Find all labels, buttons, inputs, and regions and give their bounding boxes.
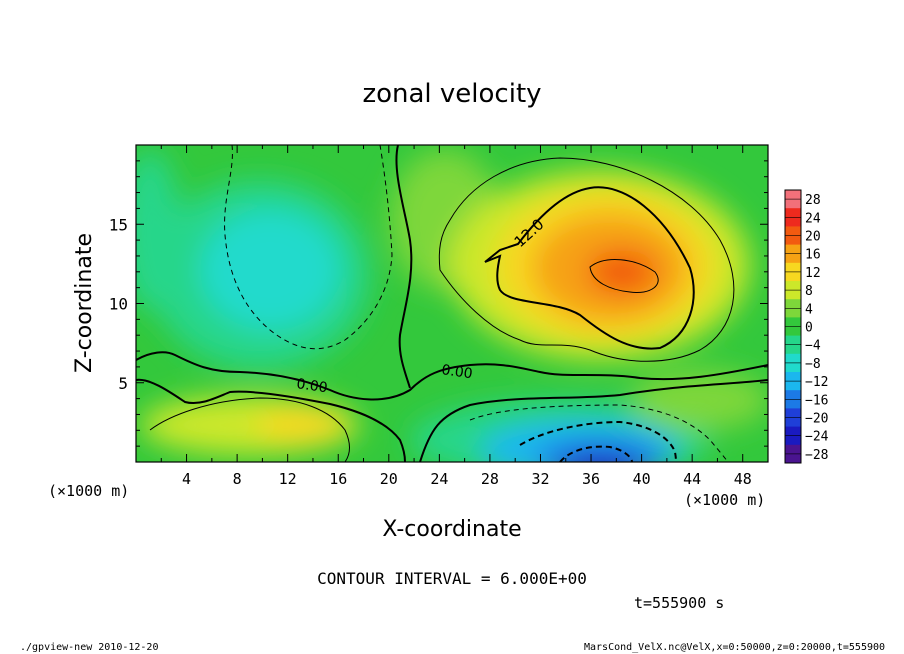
y-tick-label: 5 (118, 374, 128, 393)
colorbar-label: 24 (805, 211, 821, 226)
contour-label: 0.00 (440, 362, 473, 382)
x-tick-label: 4 (182, 470, 191, 488)
contour-0-bottom (136, 378, 406, 462)
contour-lines (136, 145, 768, 462)
colorbar-label: −20 (805, 412, 828, 427)
y-axis-ticks: 5 10 15 (109, 160, 768, 447)
time-stamp: t=555900 s (634, 594, 724, 612)
contour-label: 0.00 (295, 376, 328, 396)
contour-neg12 (519, 420, 677, 462)
colorbar-label: 0 (805, 321, 813, 336)
colorbar-label: −16 (805, 393, 828, 408)
colorbar-label: −4 (805, 339, 821, 354)
contour-0-left (395, 145, 413, 389)
colorbar-label: 4 (805, 302, 813, 317)
contour-6 (438, 157, 735, 362)
x-tick-label: 44 (683, 470, 701, 488)
colorbar-label: 16 (805, 248, 821, 263)
y-axis-label: Z-coordinate (72, 233, 97, 373)
colorbar-label: 8 (805, 284, 813, 299)
x-unit-label: (×1000 m) (684, 491, 765, 509)
colorbar-label: −24 (805, 430, 829, 445)
x-tick-label: 28 (481, 470, 499, 488)
contour-interval: CONTOUR INTERVAL = 6.000E+00 (317, 569, 587, 588)
x-tick-label: 48 (734, 470, 752, 488)
colorbar-label: −28 (805, 448, 828, 463)
x-axis-ticks: 4 8 12 16 20 24 28 32 36 40 44 48 (160, 145, 752, 488)
colorbar-label: 28 (805, 193, 821, 208)
contour-neg6-lower (469, 404, 729, 462)
y-tick-label: 10 (109, 295, 128, 314)
x-axis-label: X-coordinate (382, 517, 521, 542)
x-tick-label: 20 (380, 470, 398, 488)
colorbar: 28 24 20 16 12 8 4 0 −4 −8 −12 −16 −20 −24 −28 (784, 189, 829, 464)
z-unit-label: (×1000 m) (48, 482, 129, 500)
x-tick-label: 40 (633, 470, 651, 488)
x-tick-label: 24 (430, 470, 448, 488)
heatmap-field (136, 145, 768, 462)
contour-12 (484, 186, 695, 350)
contour-0-mid (419, 379, 768, 462)
y-tick-label: 15 (109, 215, 128, 234)
x-tick-label: 32 (531, 470, 549, 488)
contour-6-lower (149, 397, 350, 462)
x-tick-label: 8 (233, 470, 242, 488)
x-tick-label: 16 (329, 470, 347, 488)
source-info: MarsCond_VelX.nc@VelX,x=0:50000,z=0:2000… (584, 642, 885, 653)
colorbar-label: −8 (805, 357, 821, 372)
colorbar-label: 12 (805, 266, 821, 281)
contour-0-upper (136, 351, 768, 401)
colorbar-label: −12 (805, 375, 828, 390)
x-tick-label: 12 (279, 470, 297, 488)
contour-18 (589, 259, 659, 294)
chart-title: zonal velocity (362, 79, 541, 109)
x-tick-label: 36 (582, 470, 600, 488)
contour-neg6-upper (224, 145, 393, 350)
contour-neg18 (559, 445, 633, 462)
program-info: ./gpview-new 2010-12-20 (20, 642, 158, 653)
colorbar-label: 20 (805, 230, 821, 245)
